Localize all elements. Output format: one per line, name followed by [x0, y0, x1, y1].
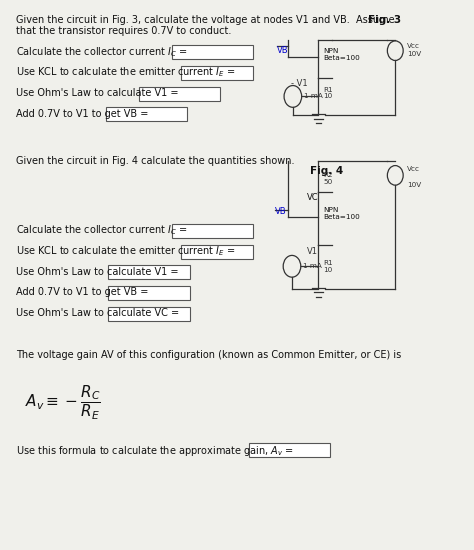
Text: NPN: NPN: [324, 207, 339, 213]
Text: VB: VB: [275, 207, 287, 216]
Text: 50: 50: [324, 179, 333, 185]
Text: Use Ohm's Law to calculate V1 =: Use Ohm's Law to calculate V1 =: [16, 88, 182, 98]
Text: Use Ohm's Law to calculate V1 =: Use Ohm's Law to calculate V1 =: [16, 267, 182, 277]
Text: 10: 10: [324, 94, 333, 100]
Text: Given the circuit in Fig. 3, calculate the voltage at nodes V1 and VB.  Assume: Given the circuit in Fig. 3, calculate t…: [16, 15, 394, 25]
Text: Use Ohm's Law to calculate VC =: Use Ohm's Law to calculate VC =: [16, 308, 182, 318]
Text: 10V: 10V: [407, 51, 421, 57]
Text: NPN: NPN: [324, 48, 339, 54]
Text: Given the circuit in Fig. 4 calculate the quantities shown.: Given the circuit in Fig. 4 calculate th…: [16, 156, 294, 166]
Text: Add 0.7V to V1 to get VB =: Add 0.7V to V1 to get VB =: [16, 109, 152, 119]
Text: Add 0.7V to V1 to get VB =: Add 0.7V to V1 to get VB =: [16, 288, 152, 298]
Text: Calculate the collector current $I_C$ =: Calculate the collector current $I_C$ =: [16, 45, 189, 59]
Text: 10: 10: [324, 267, 333, 273]
Text: The voltage gain AV of this configuration (known as Common Emitter, or CE) is: The voltage gain AV of this configuratio…: [16, 350, 401, 360]
Text: VB: VB: [277, 46, 288, 55]
Text: Vcc: Vcc: [407, 166, 419, 172]
FancyBboxPatch shape: [172, 45, 253, 59]
Text: 1 mA: 1 mA: [304, 94, 323, 100]
Text: V1: V1: [307, 247, 318, 256]
FancyBboxPatch shape: [181, 245, 253, 258]
Text: Beta=100: Beta=100: [324, 55, 360, 60]
Text: Vcc: Vcc: [407, 43, 419, 50]
FancyBboxPatch shape: [139, 86, 220, 101]
Text: $A_v \equiv -\dfrac{R_C}{R_E}$: $A_v \equiv -\dfrac{R_C}{R_E}$: [25, 384, 100, 422]
FancyBboxPatch shape: [172, 224, 253, 238]
Text: Calculate the collector current $I_C$ =: Calculate the collector current $I_C$ =: [16, 223, 189, 237]
Text: Use this formula to calculate the approximate gain, $A_v$ =: Use this formula to calculate the approx…: [16, 444, 295, 458]
Text: Use KCL to calculate the emitter current $I_E$ =: Use KCL to calculate the emitter current…: [16, 244, 237, 258]
FancyBboxPatch shape: [249, 443, 330, 458]
Text: Use KCL to calculate the emitter current $I_E$ =: Use KCL to calculate the emitter current…: [16, 65, 237, 79]
FancyBboxPatch shape: [181, 66, 253, 80]
Text: 1 mA: 1 mA: [303, 263, 322, 270]
FancyBboxPatch shape: [108, 306, 190, 321]
Text: Fig. 3: Fig. 3: [367, 15, 401, 25]
FancyBboxPatch shape: [106, 107, 187, 122]
Text: R1: R1: [324, 260, 333, 266]
Text: Fig. 4: Fig. 4: [310, 166, 344, 176]
Text: R2: R2: [324, 172, 333, 178]
Text: - V1: - V1: [291, 79, 308, 88]
Text: that the transistor requires 0.7V to conduct.: that the transistor requires 0.7V to con…: [16, 26, 231, 36]
FancyBboxPatch shape: [108, 265, 190, 279]
Text: R1: R1: [324, 87, 333, 93]
Text: 10V: 10V: [407, 182, 421, 188]
Text: Beta=100: Beta=100: [324, 214, 360, 220]
Text: VC: VC: [307, 192, 319, 202]
FancyBboxPatch shape: [108, 286, 190, 300]
